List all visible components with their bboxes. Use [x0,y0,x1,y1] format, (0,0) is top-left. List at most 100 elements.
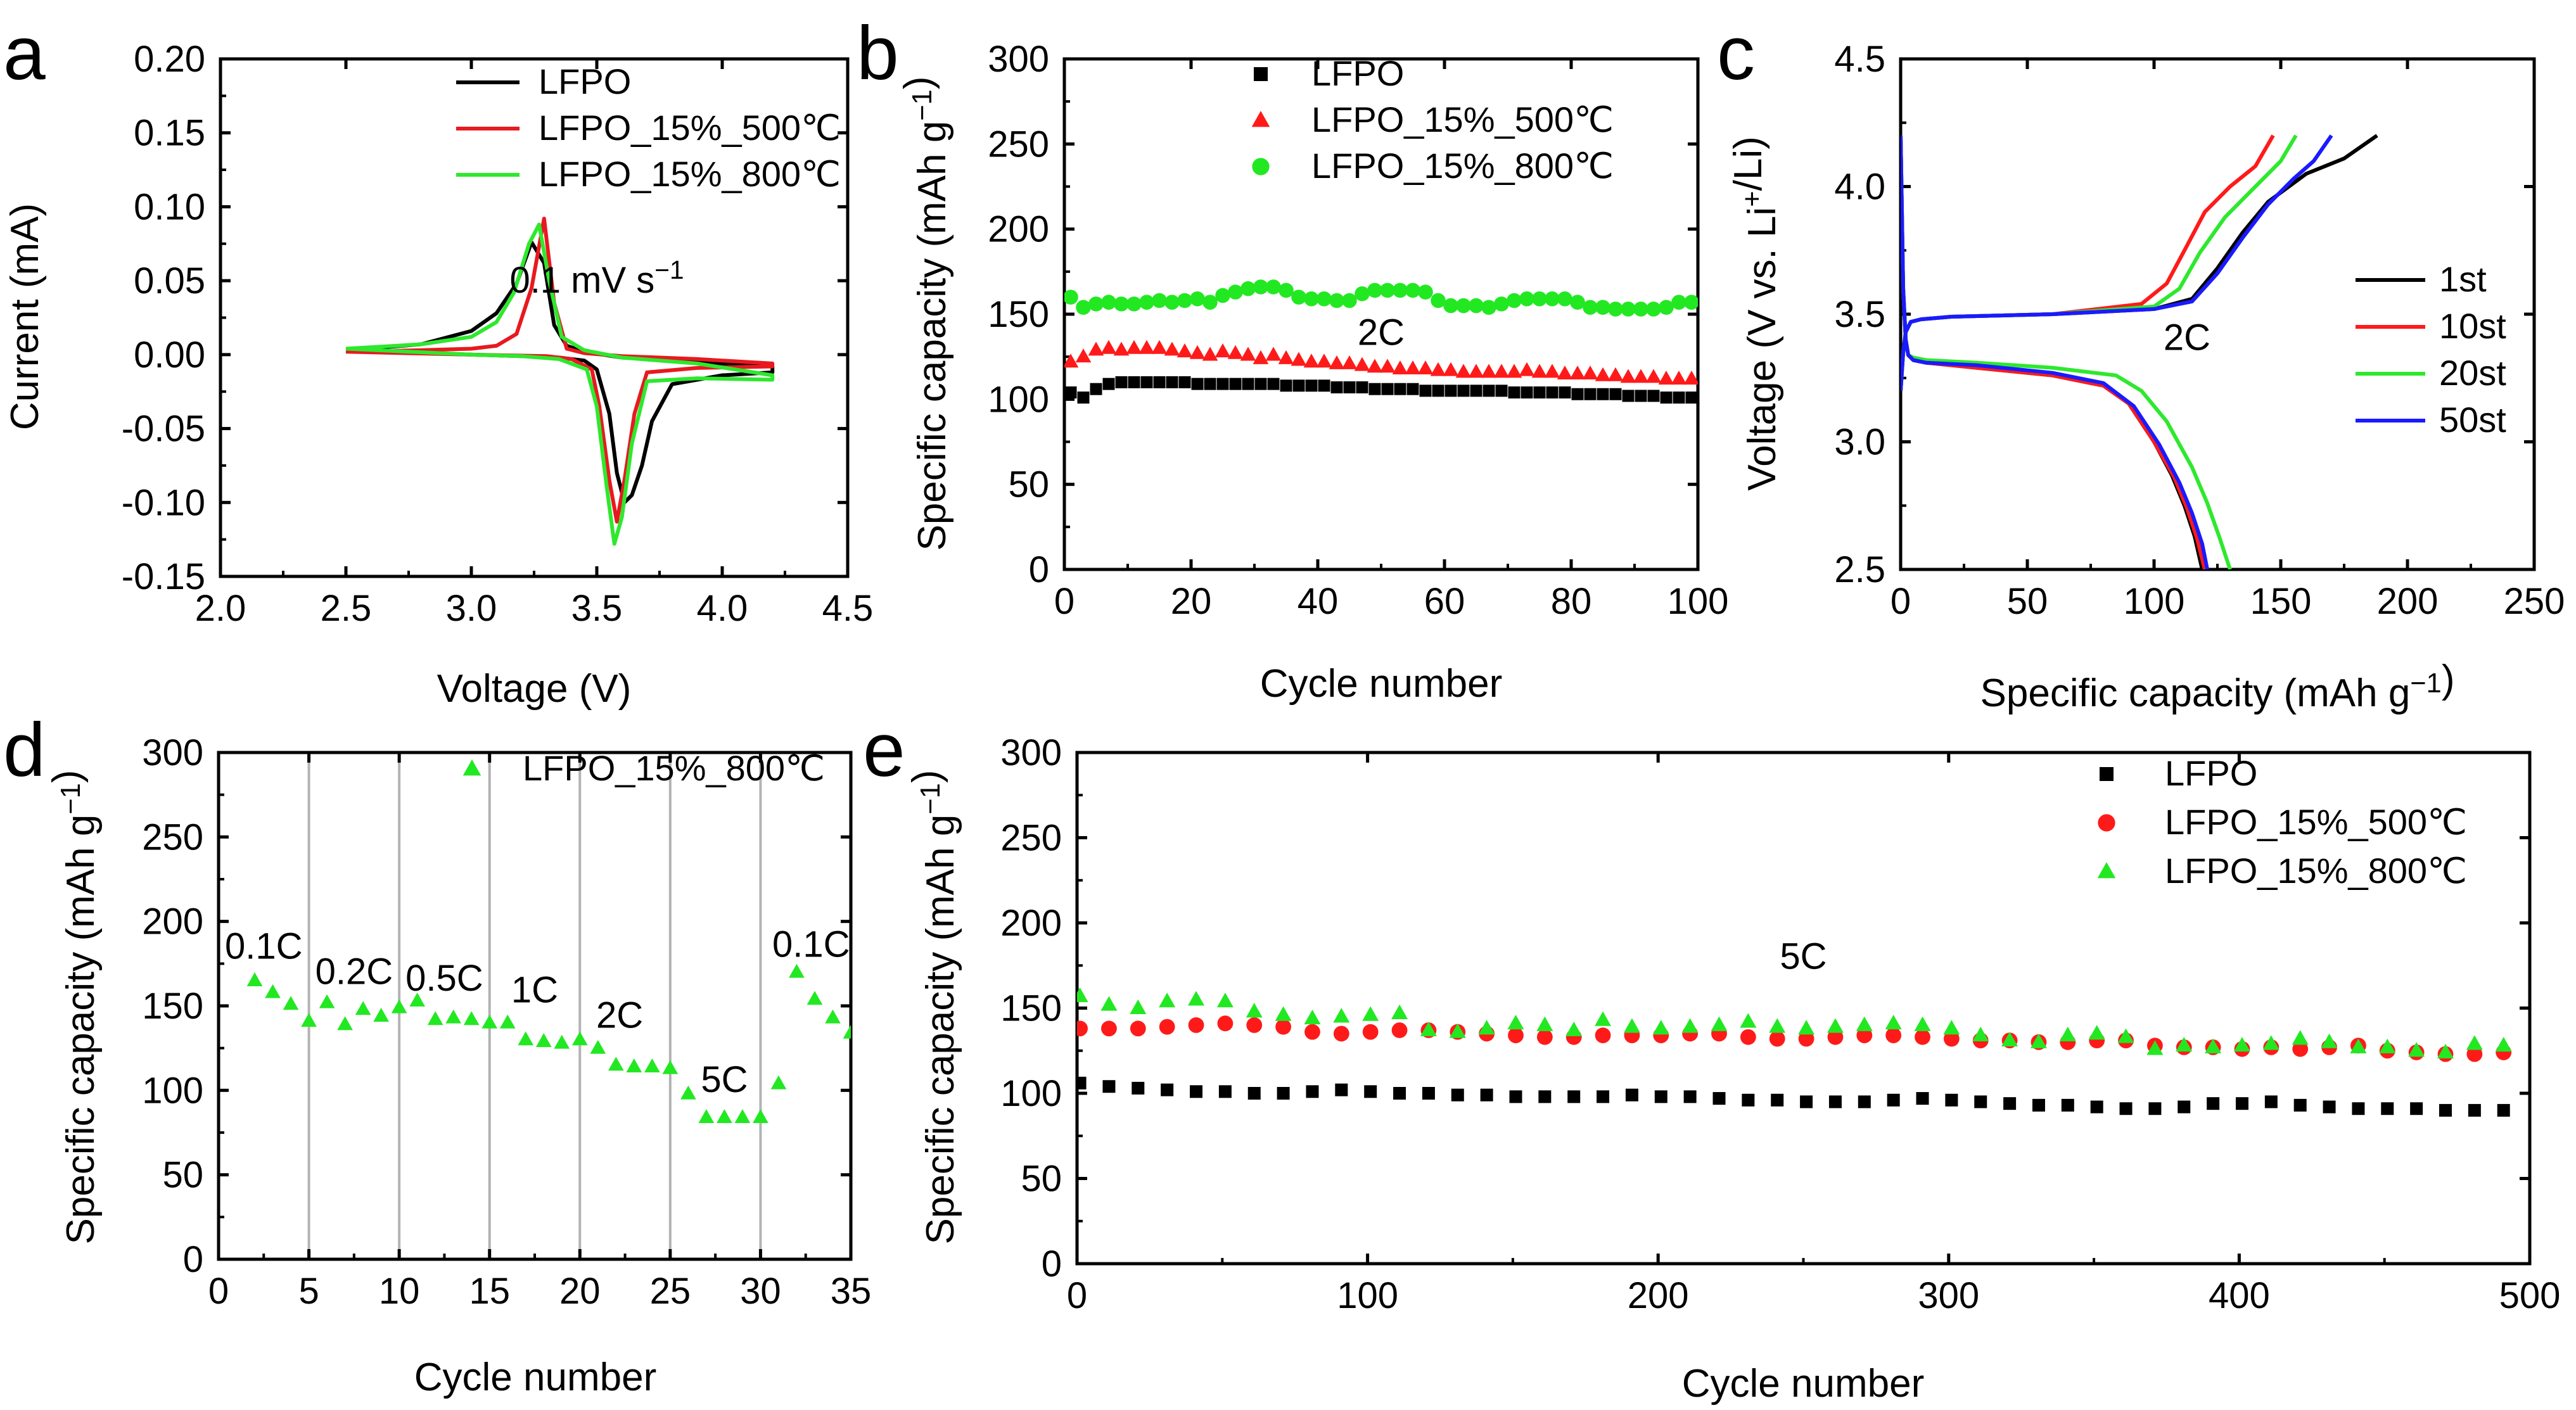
x-tick-label: 100 [1667,581,1729,622]
series-lfpo-15-500--point [1856,1027,1873,1043]
series-lfpo-15-800--point [1621,302,1636,317]
series-lfpo-point [2468,1103,2481,1117]
series-lfpo-15-800--point [1393,283,1408,298]
series-lfpo-point [1660,391,1673,404]
series-lfpo-15-500--point [1508,1027,1524,1043]
y-tick-label: 4.0 [1834,167,1885,208]
series-lfpo-15-800--point [1684,295,1698,310]
series-lfpo-point [1422,1087,1435,1100]
series-lfpo-15-800--point [1246,1003,1263,1018]
series-lfpo-point [1153,376,1166,388]
series-lfpo-point [1597,388,1609,400]
series-lfpo-15-500--point [1443,362,1459,376]
panel-e: e 0 100 200 300 400 500 0 50 100 150 200 250 300 Cycle… [863,708,2560,1406]
series-lfpo-15-500--point [1455,364,1472,378]
series-lfpo-15-800--point [1355,286,1370,302]
series-lfpo-15-500--point [1827,1029,1844,1045]
series-lfpo-15-500--point [1915,1029,1930,1045]
y-tick-label: 3.0 [1834,422,1885,463]
y-axis-label: Current (mA) [3,203,47,430]
series-lfpo-15-800--point [1304,291,1319,307]
legend-label: 10st [2439,306,2506,346]
series-lfpo-15-800--point [2001,1031,2018,1047]
y-tick-label: 300 [988,39,1049,80]
series-lfpo-15-800--point [337,1016,353,1031]
series-lfpo-point [1190,1085,1203,1098]
series-lfpo-15-800--point [1317,291,1332,307]
series-lfpo-15-800--point [2379,1038,2396,1053]
annotation: 0.5C [405,958,483,999]
series-lfpo-point [1356,381,1368,394]
series-lfpo-15-500--point [1354,357,1370,371]
series-lfpo-point [1508,386,1521,399]
legend: LFPO LFPO_15%_500℃ LFPO_15%_800℃ [456,61,841,194]
series-lfpo-15-500--point [1329,355,1345,369]
y-axis-label: Voltage (V vs. Li+/Li) [1726,136,1784,491]
series-lfpo-15-500--point [1430,362,1446,376]
series-lfpo-point [1247,1087,1261,1100]
annotation: 0.1 mV s−1 [509,255,684,301]
x-tick-label: 20 [1171,581,1212,622]
series-lfpo-15-800--point [2292,1030,2309,1045]
series-lfpo-15-800--point [301,1013,317,1027]
series-lfpo-15-500--point [1392,360,1408,374]
series-lfpo-point [1216,378,1229,390]
series-lfpo-15-500--point [1362,1024,1379,1040]
series-lfpo-point [1277,1087,1290,1100]
series-lfpo-point [1635,390,1647,402]
legend-label: 1st [2439,259,2487,299]
series-lfpo-point [1343,381,1356,394]
series-lfpo-point [1077,1076,1087,1089]
series-lfpo-15-800--point [1333,1008,1350,1023]
series-lfpo-15-800--point [2466,1035,2483,1050]
series-lfpo-15-800--point [1972,1026,1989,1041]
y-tick-label: 0.15 [134,113,205,154]
series-lfpo-15-800--point [427,1011,443,1026]
panel-c: c 0 50 100 150 200 250 2.5 3.0 3.5 4.0 4.5 Specific … [1717,11,2565,715]
series-lfpo-15-800--point [2495,1037,2512,1052]
series-lfpo-point [1521,386,1533,399]
series-1st-discharge-line [1901,135,2204,569]
annotation: 2C [1358,312,1405,353]
series-lfpo-point [1102,1080,1116,1093]
legend-label: LFPO_15%_800℃ [1311,146,1614,186]
x-tick-label: 400 [2209,1275,2270,1316]
x-axis-label: Voltage (V) [437,667,632,711]
series-lfpo-point [1771,1093,1784,1107]
y-tick-label: -0.15 [122,556,205,597]
series-lfpo-15-800--point [1076,300,1091,315]
legend-label: LFPO_15%_800℃ [539,154,841,194]
y-tick-label: 0.00 [134,334,205,376]
series-lfpo-point [1218,1085,1232,1098]
series-lfpo-15-800--point [1114,296,1129,312]
series-lfpo-15-800--point [1215,288,1230,303]
series-lfpo-15-500--point [1113,341,1130,356]
legend-label: LFPO_15%_800℃ [523,748,825,788]
series-lfpo-15-500--point [1683,371,1698,385]
x-tick-label: 0 [1054,581,1074,622]
y-tick-label: 100 [988,379,1049,420]
series-lfpo-point [1945,1093,1958,1107]
series-lfpo-point [2177,1100,2191,1114]
series-lfpo-15-500--point [1275,1019,1292,1035]
series-lfpo-15-500--point [1569,365,1586,380]
series-lfpo-15-500--point [1304,1024,1320,1040]
series-lfpo-point [1647,390,1660,402]
series-lfpo-15-800--point [2205,1038,2222,1053]
y-tick-label: 300 [1000,732,1062,773]
legend-swatch [1251,110,1270,127]
series-lfpo-point [1887,1093,1900,1107]
series-lfpo-point [1559,386,1571,399]
series-lfpo-15-500--point [1620,369,1636,383]
series-lfpo-15-800--point [1536,1016,1553,1031]
y-tick-label: 300 [142,732,203,773]
series-lfpo-point [1318,379,1330,392]
x-tick-label: 60 [1424,581,1465,622]
series-lfpo-point [1495,384,1508,397]
series-lfpo-15-500--point [1088,341,1104,356]
series-lfpo-15-800--point [1583,300,1598,315]
series-group [1077,988,2512,1117]
series-lfpo-point [1166,376,1178,388]
x-tick-label: 4.5 [822,588,874,629]
series-lfpo-15-800--point [1545,291,1560,307]
